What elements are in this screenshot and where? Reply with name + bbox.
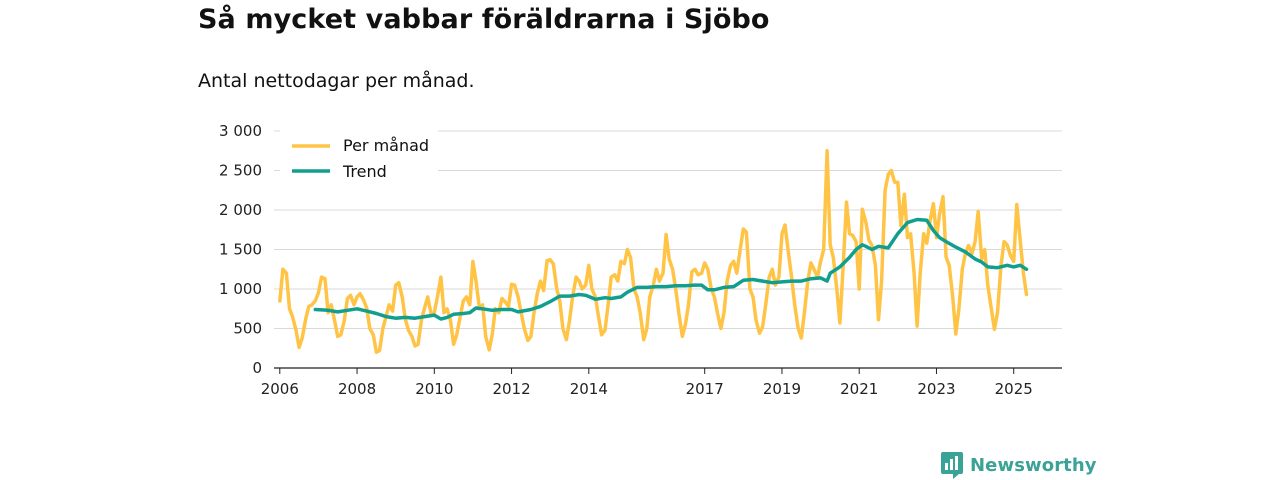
- x-tick-label-2012: 2012: [492, 380, 530, 398]
- axes: 0 500 1 000 1 500 2 000 2 500 3 000 2006 2008 201…: [219, 122, 1062, 398]
- newsworthy-wordmark: Newsworthy: [970, 454, 1097, 476]
- chart-subtitle: Antal nettodagar per månad.: [198, 70, 475, 92]
- newsworthy-logo-icon: [941, 452, 963, 479]
- y-tick-label-2000: 2 000: [219, 201, 262, 219]
- series-line-per-manad: [278, 149, 1029, 354]
- y-tick-label-500: 500: [233, 320, 262, 338]
- y-tick-label-2500: 2 500: [219, 162, 262, 180]
- chart-title: Så mycket vabbar föräldrarna i Sjöbo: [198, 4, 770, 35]
- legend-label-per-manad: Per månad: [343, 136, 429, 155]
- y-tick-label-0: 0: [252, 359, 262, 377]
- series-lines: [278, 149, 1029, 354]
- legend: Per månad Trend: [280, 130, 438, 184]
- x-tick-label-2019: 2019: [763, 380, 801, 398]
- legend-background: [280, 130, 438, 184]
- newsworthy-logo[interactable]: Newsworthy: [940, 451, 1097, 479]
- x-tick-label-2025: 2025: [995, 380, 1033, 398]
- y-tick-label-1000: 1 000: [219, 280, 262, 298]
- y-tick-label-1500: 1 500: [219, 241, 262, 259]
- x-tick-label-2006: 2006: [261, 380, 299, 398]
- x-tick-label-2023: 2023: [917, 380, 955, 398]
- x-tick-label-2014: 2014: [570, 380, 608, 398]
- legend-label-trend: Trend: [342, 162, 387, 181]
- x-tick-label-2010: 2010: [415, 380, 453, 398]
- y-tick-label-3000: 3 000: [219, 122, 262, 140]
- x-tick-label-2021: 2021: [840, 380, 878, 398]
- x-tick-label-2008: 2008: [338, 380, 376, 398]
- series-line-trend: [313, 217, 1029, 321]
- x-tick-label-2017: 2017: [686, 380, 724, 398]
